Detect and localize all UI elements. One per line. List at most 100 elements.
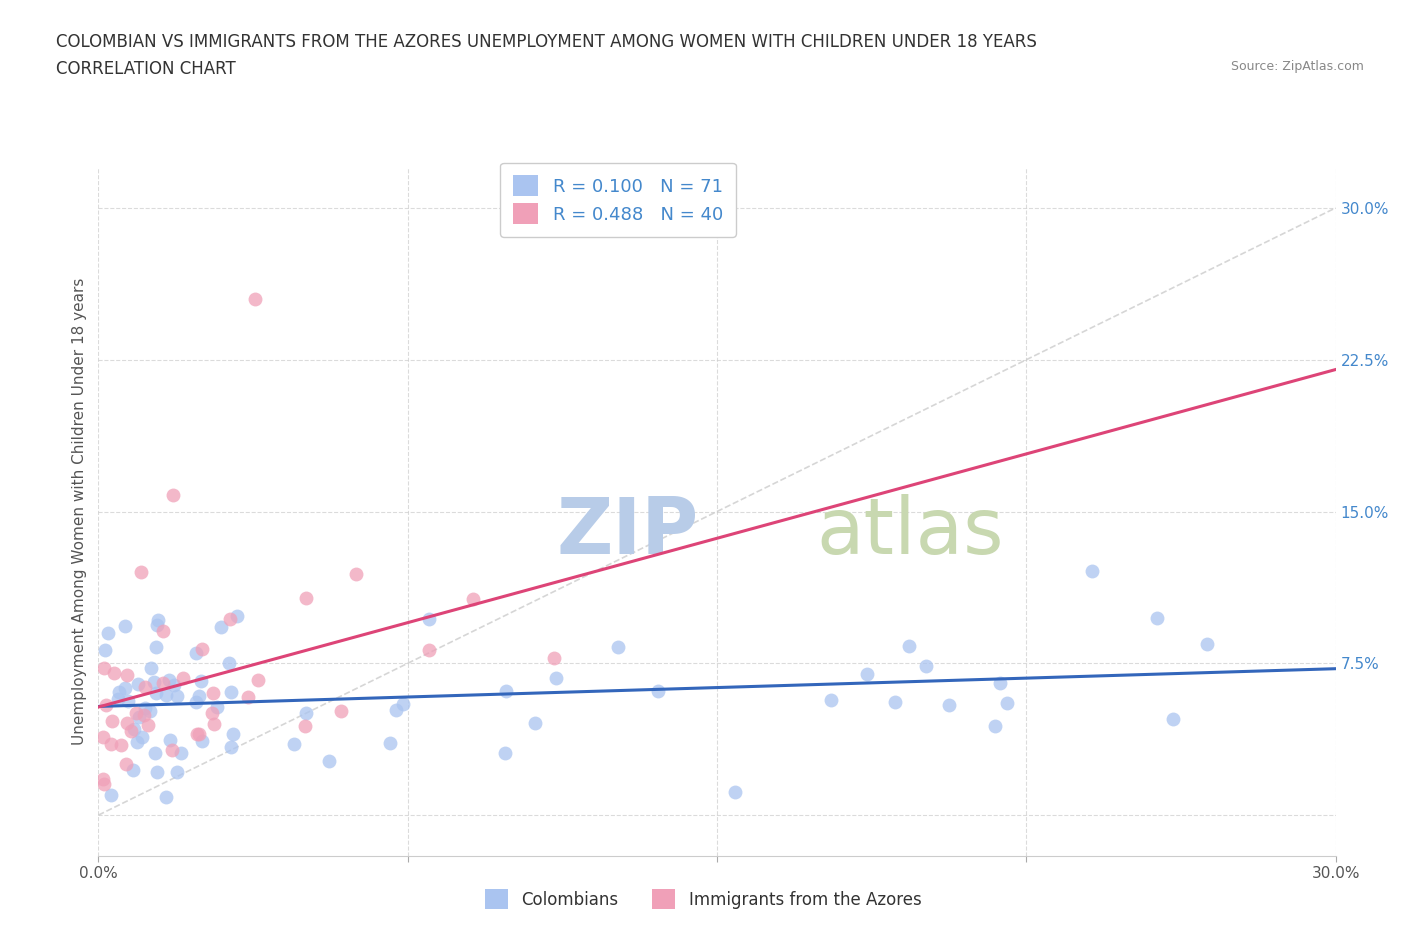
Point [124, 721, 146, 736]
Point [1081, 564, 1104, 578]
Point [172, 671, 194, 685]
Point [93, 660, 115, 675]
Point [110, 737, 132, 752]
Point [155, 687, 177, 702]
Point [283, 737, 305, 751]
Point [820, 693, 842, 708]
Point [128, 710, 150, 724]
Point [543, 651, 565, 666]
Point [145, 640, 167, 655]
Point [101, 714, 124, 729]
Point [134, 700, 156, 715]
Point [201, 706, 224, 721]
Point [188, 727, 211, 742]
Point [159, 733, 181, 748]
Point [1197, 636, 1219, 651]
Point [209, 619, 232, 634]
Point [93, 777, 115, 791]
Point [108, 684, 131, 699]
Point [186, 695, 208, 710]
Point [207, 699, 229, 714]
Point [218, 612, 240, 627]
Point [117, 716, 139, 731]
Point [883, 694, 905, 709]
Point [494, 745, 516, 760]
Point [139, 704, 162, 719]
Point [97, 626, 120, 641]
Point [1161, 711, 1184, 726]
Text: atlas: atlas [815, 494, 1004, 570]
Point [295, 706, 318, 721]
Point [246, 672, 269, 687]
Point [202, 685, 225, 700]
Point [236, 690, 259, 705]
Point [132, 708, 155, 723]
Text: COLOMBIAN VS IMMIGRANTS FROM THE AZORES UNEMPLOYMENT AMONG WOMEN WITH CHILDREN U: COLOMBIAN VS IMMIGRANTS FROM THE AZORES … [56, 33, 1038, 50]
Point [152, 624, 174, 639]
Point [607, 640, 630, 655]
Point [1146, 611, 1168, 626]
Point [318, 754, 340, 769]
Point [94, 642, 117, 657]
Point [222, 727, 245, 742]
Point [495, 684, 517, 698]
Point [166, 764, 188, 779]
Point [146, 765, 169, 780]
Point [162, 488, 184, 503]
Legend: R = 0.100   N = 71, R = 0.488   N = 40: R = 0.100 N = 71, R = 0.488 N = 40 [501, 163, 735, 237]
Point [143, 746, 166, 761]
Point [855, 667, 877, 682]
Point [330, 704, 353, 719]
Point [134, 680, 156, 695]
Text: Source: ZipAtlas.com: Source: ZipAtlas.com [1230, 60, 1364, 73]
Point [122, 763, 145, 777]
Point [170, 745, 193, 760]
Point [524, 715, 547, 730]
Point [152, 675, 174, 690]
Point [995, 696, 1018, 711]
Point [145, 685, 167, 700]
Point [163, 678, 186, 693]
Text: CORRELATION CHART: CORRELATION CHART [56, 60, 236, 78]
Point [155, 790, 177, 804]
Point [100, 737, 122, 751]
Point [344, 567, 367, 582]
Point [392, 697, 415, 711]
Point [418, 612, 440, 627]
Point [139, 660, 162, 675]
Point [129, 565, 152, 579]
Point [218, 656, 240, 671]
Point [114, 618, 136, 633]
Point [544, 671, 567, 685]
Point [219, 684, 242, 699]
Legend: Colombians, Immigrants from the Azores: Colombians, Immigrants from the Azores [477, 881, 929, 917]
Y-axis label: Unemployment Among Women with Children Under 18 years: Unemployment Among Women with Children U… [72, 278, 87, 745]
Point [107, 691, 129, 706]
Point [115, 667, 138, 682]
Point [225, 608, 247, 623]
Point [191, 641, 214, 656]
Point [380, 736, 402, 751]
Point [295, 591, 318, 605]
Point [127, 677, 149, 692]
Point [463, 591, 485, 606]
Point [91, 772, 114, 787]
Point [103, 665, 125, 680]
Point [114, 757, 136, 772]
Point [897, 639, 920, 654]
Point [188, 688, 211, 703]
Point [166, 689, 188, 704]
Point [190, 674, 212, 689]
Point [418, 643, 440, 658]
Point [294, 719, 316, 734]
Point [117, 694, 139, 709]
Point [146, 612, 169, 627]
Point [191, 734, 214, 749]
Point [142, 675, 165, 690]
Point [202, 716, 225, 731]
Point [647, 684, 669, 698]
Point [988, 675, 1011, 690]
Point [915, 659, 938, 674]
Point [131, 730, 153, 745]
Point [157, 672, 180, 687]
